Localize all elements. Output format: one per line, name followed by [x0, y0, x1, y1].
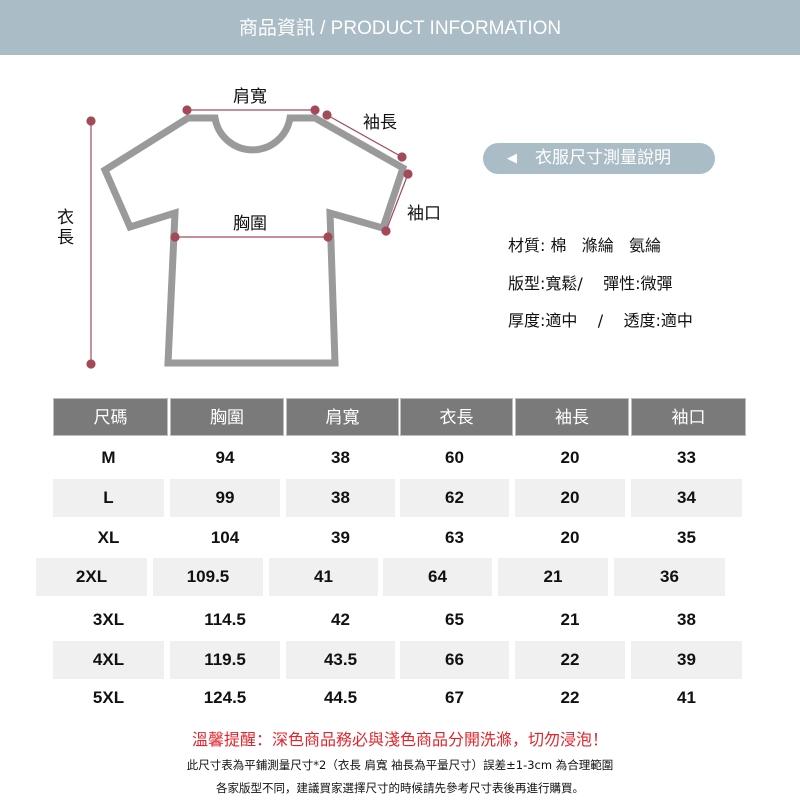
table-cell: 119.5	[170, 641, 280, 679]
size-cell: 5XL	[92, 688, 125, 707]
table-cell: 36	[614, 558, 725, 596]
column-header: 袖口	[631, 398, 746, 436]
table-cell: 39	[631, 641, 742, 679]
table-cell: 64	[383, 558, 492, 596]
label-sleeve-length: 袖長	[363, 113, 397, 133]
table-cell: 124.5	[203, 688, 247, 707]
table-cell: 22	[560, 688, 580, 707]
table-cell: 114.5	[204, 610, 246, 629]
label-shoulder: 肩寬	[233, 87, 267, 107]
size-guide-label: 衣服尺寸測量說明	[535, 148, 671, 168]
table-cell: 38	[286, 479, 395, 517]
table-cell: 22	[515, 641, 625, 679]
cuff-measure-line	[385, 173, 409, 232]
size-advice-note: 各家版型不同，建議買家選擇尺寸的時候請先參考尺寸表後再進行購買。	[216, 781, 584, 795]
table-cell: 42	[331, 610, 350, 629]
table-cell: 20	[560, 448, 580, 467]
measure-note: 此尺寸表為平鋪測量尺寸*2（衣長 肩寬 袖長為平量尺寸）誤差±1-3cm 為合理…	[186, 758, 614, 772]
column-header: 衣長	[400, 398, 513, 436]
size-cell: XL	[97, 528, 120, 547]
table-cell: 62	[400, 479, 509, 517]
table-cell: 67	[445, 688, 464, 707]
spec-material: 材質: 棉 滌綸 氨綸	[508, 236, 661, 255]
table-cell: 66	[400, 641, 509, 679]
table-cell: 41	[677, 688, 696, 707]
table-cell: 104	[210, 528, 240, 547]
table-cell: 44.5	[323, 688, 358, 707]
table-cell: 38	[677, 610, 696, 629]
column-header: 胸圍	[170, 398, 284, 436]
size-cell: 2XL	[36, 558, 147, 596]
table-cell: 35	[677, 528, 696, 547]
page-header: 商品資訊 / PRODUCT INFORMATION	[0, 0, 800, 55]
size-cell: 4XL	[53, 641, 164, 679]
spec-fit: 版型:寬鬆/ 彈性:微彈	[508, 274, 673, 293]
table-cell: 21	[498, 558, 608, 596]
table-cell: 99	[170, 479, 280, 517]
table-cell: 43.5	[286, 641, 395, 679]
label-chest: 胸圍	[233, 214, 267, 234]
size-guide-button[interactable]: ◀ 衣服尺寸測量說明	[483, 143, 715, 174]
table-cell: 21	[560, 610, 580, 629]
table-cell: 63	[445, 528, 464, 547]
table-cell: 94	[215, 448, 235, 467]
tshirt-diagram	[86, 105, 413, 369]
table-cell: 109.5	[153, 558, 263, 596]
size-cell: M	[101, 448, 116, 467]
size-cell: 3XL	[92, 610, 125, 629]
spec-thickness: 厚度:適中 / 透度:適中	[508, 311, 693, 330]
table-cell: 38	[331, 448, 350, 467]
triangle-left-icon: ◀	[507, 151, 517, 166]
table-cell: 20	[515, 479, 625, 517]
column-header: 尺碼	[53, 398, 168, 436]
table-cell: 41	[269, 558, 378, 596]
sleeve-measure-line	[326, 114, 403, 158]
label-cuff: 袖口	[407, 204, 441, 224]
label-length: 衣長	[57, 208, 74, 248]
tshirt-outline	[100, 114, 408, 367]
column-header: 袖長	[515, 398, 629, 436]
table-cell: 39	[331, 528, 350, 547]
size-cell: L	[53, 479, 164, 517]
table-cell: 33	[677, 448, 696, 467]
table-cell: 20	[560, 528, 580, 547]
table-cell: 65	[445, 610, 464, 629]
column-header: 肩寬	[286, 398, 399, 436]
header-title: 商品資訊 / PRODUCT INFORMATION	[238, 18, 562, 39]
table-cell: 34	[631, 479, 742, 517]
table-cell: 60	[445, 448, 464, 467]
wash-warning: 溫馨提醒：深色商品務必與淺色商品分開洗滌，切勿浸泡！	[191, 730, 608, 749]
